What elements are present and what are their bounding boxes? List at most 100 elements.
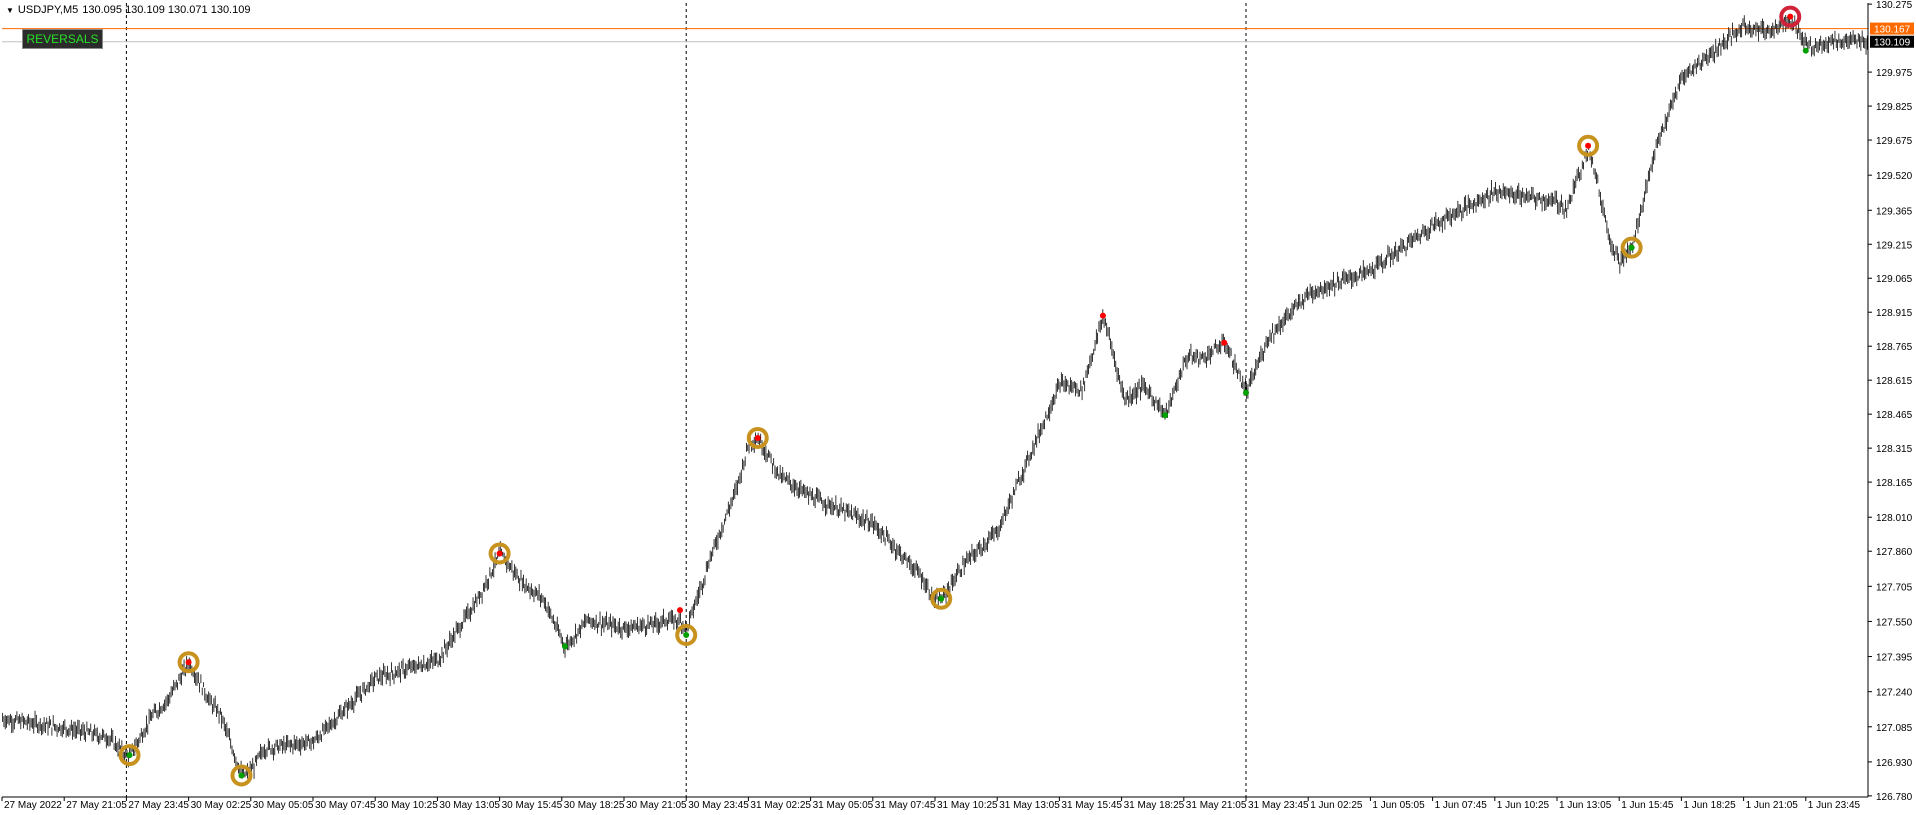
reversal-peak-dot (1099, 312, 1106, 319)
reversal-trough-dot (561, 643, 568, 650)
reversal-ring-peak (488, 542, 511, 565)
reversals-button[interactable]: REVERSALS (22, 29, 103, 49)
time-tick-label: 31 May 18:25 (1124, 800, 1185, 810)
price-tick-label: 127.705 (1876, 582, 1913, 593)
time-tick-label: 30 May 07:45 (315, 800, 376, 810)
price-tick-label: 129.215 (1876, 240, 1913, 251)
time-tick-label: 30 May 13:05 (439, 800, 500, 810)
reversal-peak-dot (1585, 142, 1592, 149)
price-tick-label: 129.365 (1876, 206, 1913, 217)
time-tick-label: 1 Jun 15:45 (1621, 800, 1674, 810)
time-tick-label: 31 May 21:05 (1186, 800, 1247, 810)
price-tick-label: 128.010 (1876, 513, 1913, 524)
price-lines (2, 28, 1868, 43)
reversal-peak-dot (754, 434, 761, 441)
reversal-peak-dot (1221, 339, 1228, 346)
price-tick-label: 126.930 (1876, 758, 1913, 769)
price-tick-label: 128.765 (1876, 342, 1913, 353)
price-tags: 130.167 130.109 (1870, 22, 1914, 49)
time-tick-label: 27 May 23:45 (128, 800, 189, 810)
reversal-ring-peak (177, 651, 200, 674)
time-tick-label: 1 Jun 05:05 (1372, 800, 1425, 810)
last-price-tag-text: 130.109 (1874, 38, 1911, 49)
reversal-ring-trough (118, 744, 141, 767)
reversal-trough-dot (1628, 244, 1635, 251)
reversal-ring-trough (1620, 236, 1643, 259)
price-tick-label: 129.065 (1876, 274, 1913, 285)
reversal-trough-dot (238, 772, 245, 779)
time-tick-label: 1 Jun 23:45 (1808, 800, 1861, 810)
time-tick-label: 1 Jun 21:05 (1746, 800, 1799, 810)
ohlc-values: 130.095 130.109 130.071 130.109 (82, 4, 251, 16)
price-tick-label: 127.085 (1876, 723, 1913, 734)
time-tick-label: 31 May 10:25 (937, 800, 998, 810)
reversal-peak-dot (496, 550, 503, 557)
price-tick-label: 128.165 (1876, 478, 1913, 489)
time-tick-label: 30 May 18:25 (564, 800, 625, 810)
time-tick-label: 30 May 05:05 (253, 800, 314, 810)
chart-header: ▼ USDJPY,M5 130.095 130.109 130.071 130.… (6, 4, 250, 16)
time-tick-label: 1 Jun 13:05 (1559, 800, 1612, 810)
price-axis-labels: 130.275 129.975 129.825 129.675 129.520 129.3… (1868, 0, 1913, 803)
price-tick-label: 129.675 (1876, 136, 1913, 147)
time-tick-label: 30 May 02:25 (191, 800, 252, 810)
price-tick-label: 129.825 (1876, 102, 1913, 113)
time-tick-label: 30 May 15:45 (502, 800, 563, 810)
time-tick-label: 31 May 23:45 (1248, 800, 1309, 810)
time-tick-label: 1 Jun 07:45 (1435, 800, 1488, 810)
reversal-peak-dot (185, 659, 192, 666)
time-axis-labels: 27 May 2022 27 May 21:05 27 May 23:45 30 Ma… (1, 797, 1861, 811)
reversal-rings (118, 5, 1802, 787)
day-separators (125, 3, 1247, 797)
reversal-trough-dot (126, 752, 133, 759)
time-tick-label: 31 May 15:45 (1061, 800, 1122, 810)
price-tick-label: 126.780 (1876, 792, 1913, 803)
reversal-dots (126, 13, 1809, 779)
price-tick-label: 130.275 (1876, 0, 1913, 11)
time-tick-label: 31 May 02:25 (750, 800, 811, 810)
reversal-ring-peak (746, 426, 769, 449)
time-tick-label: 30 May 21:05 (626, 800, 687, 810)
reversal-trough-dot (1802, 47, 1809, 54)
price-tick-label: 128.915 (1876, 308, 1913, 319)
price-tick-label: 127.860 (1876, 547, 1913, 558)
reversal-ring-trough (930, 587, 953, 610)
time-tick-label: 1 Jun 10:25 (1497, 800, 1550, 810)
time-tick-label: 1 Jun 02:25 (1310, 800, 1363, 810)
bid-price-tag-text: 130.167 (1874, 25, 1911, 36)
price-tick-label: 129.520 (1876, 171, 1913, 182)
bid-price-tag-box (1870, 22, 1914, 35)
reversal-peak-dot (1787, 13, 1794, 20)
reversal-trough-dot (938, 595, 945, 602)
time-tick-label: 27 May 21:05 (66, 800, 127, 810)
triangle-down-icon[interactable]: ▼ (6, 5, 14, 15)
time-tick-label: 31 May 07:45 (875, 800, 936, 810)
symbol-label: USDJPY,M5 (17, 4, 79, 16)
price-tick-label: 128.315 (1876, 444, 1913, 455)
time-tick-label: 30 May 10:25 (377, 800, 438, 810)
time-tick-label: 30 May 23:45 (688, 800, 749, 810)
reversal-ring-peak (1779, 5, 1802, 28)
reversal-ring-trough (675, 624, 698, 647)
price-tick-label: 127.395 (1876, 653, 1913, 664)
price-tick-label: 129.975 (1876, 68, 1913, 79)
time-tick-label: 31 May 05:05 (813, 800, 874, 810)
time-tick-label: 31 May 13:05 (999, 800, 1060, 810)
reversal-peak-dot (676, 607, 683, 614)
price-bars (2, 13, 1868, 780)
reversal-trough-dot (1162, 412, 1169, 419)
price-tick-label: 128.615 (1876, 376, 1913, 387)
reversal-ring-peak (1577, 134, 1600, 157)
last-price-tag-box (1870, 35, 1914, 48)
time-tick-label: 27 May 2022 (4, 800, 62, 810)
reversal-trough-dot (1243, 389, 1249, 396)
price-tick-label: 127.550 (1876, 617, 1913, 628)
reversal-trough-dot (683, 632, 690, 639)
reversal-ring-trough (230, 764, 253, 787)
price-tick-label: 128.465 (1876, 410, 1913, 421)
price-tick-label: 127.240 (1876, 688, 1913, 699)
time-tick-label: 1 Jun 18:25 (1683, 800, 1736, 810)
